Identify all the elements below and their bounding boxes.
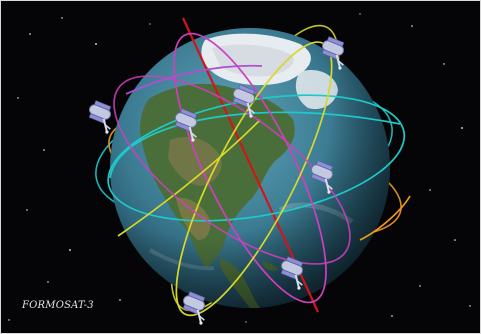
stars [8,13,471,323]
earth-globe [110,28,390,308]
caption-label: FORMOSAT-3 [22,300,94,311]
